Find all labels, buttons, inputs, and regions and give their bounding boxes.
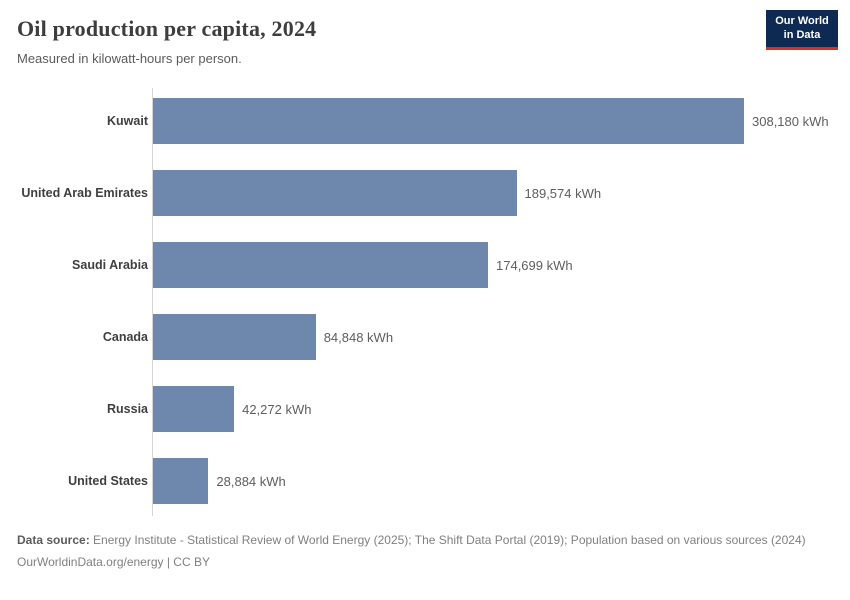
chart-footer: Data source: Energy Institute - Statisti… xyxy=(17,532,834,572)
category-label: Russia xyxy=(107,402,148,416)
category-label: United States xyxy=(68,474,148,488)
owid-logo-line2: in Data xyxy=(783,28,821,41)
category-label: Canada xyxy=(102,330,148,344)
value-label: 174,699 kWh xyxy=(496,257,573,273)
data-source-label: Data source: xyxy=(17,533,90,547)
license-line[interactable]: OurWorldinData.org/energy | CC BY xyxy=(17,555,210,570)
y-axis-line xyxy=(152,88,153,516)
owid-logo[interactable]: Our World in Data xyxy=(766,10,838,50)
bar[interactable] xyxy=(153,98,744,144)
owid-logo-line1: Our World xyxy=(775,14,829,27)
bar-row: United States 28,884 kWh xyxy=(0,458,850,504)
value-label: 84,848 kWh xyxy=(323,329,394,345)
value-label: 308,180 kWh xyxy=(752,113,829,129)
data-source-text: Energy Institute - Statistical Review of… xyxy=(89,533,806,547)
value-label: 42,272 kWh xyxy=(242,401,312,417)
value-label: 189,574 kWh xyxy=(524,185,602,201)
value-label: 28,884 kWh xyxy=(216,473,286,489)
bar-row: Russia 42,272 kWh xyxy=(0,386,850,432)
bar[interactable] xyxy=(153,170,517,216)
bar[interactable] xyxy=(153,458,209,504)
category-label: Saudi Arabia xyxy=(72,258,148,272)
bar[interactable] xyxy=(153,242,488,288)
category-label: Kuwait xyxy=(107,114,148,128)
bar-row: Saudi Arabia 174,699 kWh xyxy=(0,242,850,288)
data-source-line: Data source: Energy Institute - Statisti… xyxy=(17,532,834,549)
bar[interactable] xyxy=(153,386,235,432)
bar-row: United Arab Emirates 189,574 kWh xyxy=(0,170,850,216)
chart-title: Oil production per capita, 2024 xyxy=(17,16,317,41)
chart-header: Oil production per capita, 2024 Measured… xyxy=(17,16,740,66)
bar-row: Canada 84,848 kWh xyxy=(0,314,850,360)
bar[interactable] xyxy=(153,314,316,360)
chart-subtitle: Measured in kilowatt-hours per person. xyxy=(17,51,242,66)
bar-chart: Kuwait 308,180 kWh United Arab Emirates 189… xyxy=(0,88,850,516)
bar-row: Kuwait 308,180 kWh xyxy=(0,98,850,144)
category-label: United Arab Emirates xyxy=(21,186,148,200)
